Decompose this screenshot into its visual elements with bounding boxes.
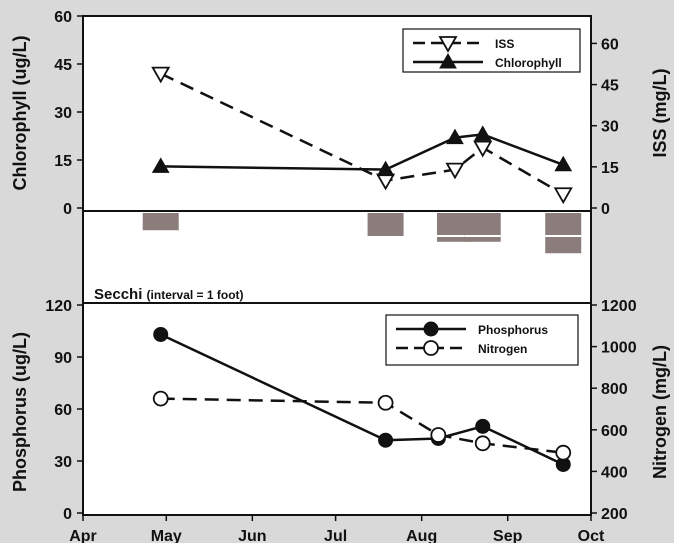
iss-axis-tick-label: 15: [601, 160, 619, 177]
nitrogen-series-point: [377, 394, 394, 411]
chlorophyll-axis-tick-label: 0: [63, 201, 72, 218]
phosphorus-axis-tick-label: 90: [54, 350, 72, 367]
iss-series-point: [553, 187, 573, 205]
bottom-legend-marker: [423, 340, 439, 356]
phosphorus-axis-label: Phosphorus (ug/L): [10, 332, 30, 492]
phosphorus-axis-tick-label: 0: [63, 506, 72, 523]
bottom-legend-label: Phosphorus: [478, 323, 548, 337]
phosphorus-series-point: [153, 326, 169, 342]
iss-series-point: [151, 66, 171, 84]
chlorophyll-series-point: [554, 155, 573, 172]
iss-axis-tick-label: 60: [601, 36, 619, 53]
bottom-legend-label: Nitrogen: [478, 342, 527, 356]
nitrogen-axis-tick-label: 600: [601, 423, 628, 440]
secchi-bar: [464, 213, 501, 242]
nitrogen-series-point: [152, 390, 169, 407]
bottom-legend-marker: [423, 321, 439, 337]
chlorophyll-axis-tick-label: 60: [54, 9, 72, 26]
chlorophyll-series-point: [376, 160, 395, 177]
nitrogen-series-point: [430, 427, 447, 443]
secchi-bar: [367, 213, 404, 236]
top-legend-label: ISS: [495, 37, 514, 51]
secchi-label: Secchi (interval = 1 foot): [94, 286, 244, 303]
phosphorus-axis-tick-label: 120: [45, 298, 72, 315]
iss-axis-tick-label: 45: [601, 78, 619, 95]
chlorophyll-axis-tick-label: 45: [54, 57, 72, 74]
x-tick-label: Jul: [324, 528, 347, 543]
top-legend-label: Chlorophyll: [495, 56, 562, 70]
nitrogen-series-point: [474, 435, 491, 452]
secchi-bar: [142, 213, 179, 231]
x-tick-label: Jun: [238, 528, 266, 543]
secchi-interval-note: (interval = 1 foot): [147, 288, 244, 302]
iss-axis-tick-label: 0: [601, 201, 610, 218]
top-legend-box: [402, 28, 581, 73]
chlorophyll-axis-tick-label: 15: [54, 153, 72, 170]
iss-axis-label: ISS (mg/L): [650, 68, 670, 157]
chlorophyll-series-point: [446, 128, 464, 145]
chlorophyll-series-point: [151, 157, 170, 173]
x-tick-label: Apr: [69, 528, 97, 543]
iss-axis-tick-label: 30: [601, 119, 619, 136]
x-tick-label: Oct: [578, 528, 605, 543]
nitrogen-axis-tick-label: 1200: [601, 298, 637, 315]
iss-series-point: [473, 140, 493, 158]
chlorophyll-series-point: [473, 125, 492, 141]
nitrogen-axis-tick-label: 400: [601, 464, 628, 481]
chlorophyll-axis-tick-label: 30: [54, 105, 72, 122]
phosphorus-series-point: [475, 418, 491, 434]
nitrogen-axis-label: Nitrogen (mg/L): [650, 345, 670, 479]
phosphorus-series-point: [378, 432, 394, 448]
nitrogen-axis-tick-label: 1000: [601, 340, 637, 357]
nitrogen-axis-tick-label: 800: [601, 381, 628, 398]
chlorophyll-axis-label: Chlorophyll (ug/L): [10, 36, 30, 191]
x-tick-label: Aug: [406, 528, 437, 543]
secchi-bar: [545, 213, 582, 254]
iss-series-point: [445, 162, 465, 180]
nitrogen-axis-tick-label: 200: [601, 506, 628, 523]
x-tick-label: Sep: [493, 528, 523, 543]
phosphorus-axis-tick-label: 60: [54, 402, 72, 419]
x-tick-label: May: [151, 528, 182, 543]
nitrogen-series-point: [555, 444, 572, 461]
bottom-legend-box: [385, 314, 579, 366]
phosphorus-axis-tick-label: 30: [54, 454, 72, 471]
top-legend-marker: [439, 52, 457, 69]
top-legend-marker: [438, 36, 458, 53]
